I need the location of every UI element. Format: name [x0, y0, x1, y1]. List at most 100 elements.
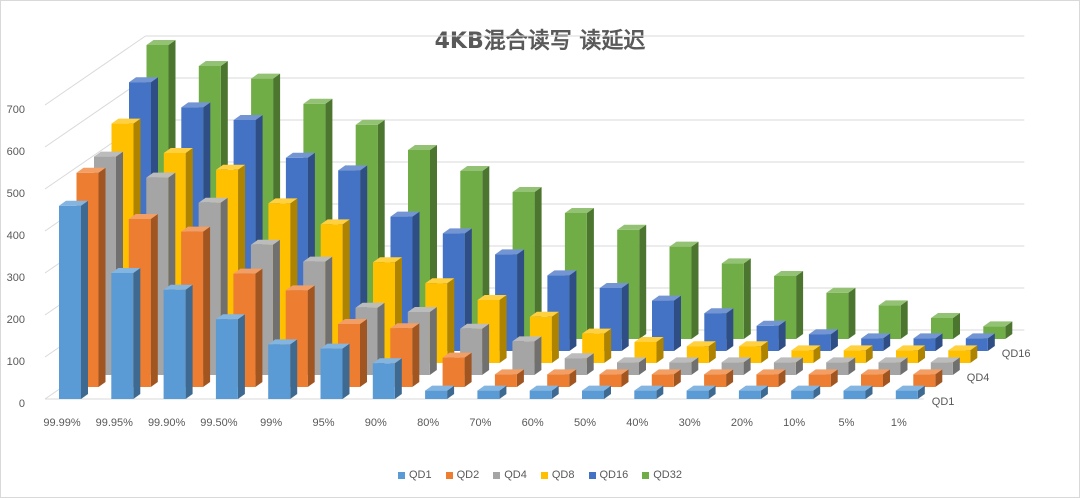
bar-side — [429, 307, 437, 375]
bar-side — [830, 369, 838, 387]
bar-side — [935, 333, 943, 351]
bar-side — [464, 228, 472, 351]
depth-axis-label: QD4 — [967, 372, 990, 384]
x-tick-label: 50% — [574, 417, 596, 429]
bar-top — [425, 385, 455, 391]
y-tick-label: 0 — [19, 398, 25, 410]
bar-top — [948, 345, 978, 351]
bar-qd1 — [791, 390, 814, 399]
bar-side — [865, 385, 873, 399]
bar-top — [111, 118, 141, 124]
bar-top — [529, 385, 559, 391]
bar-side — [482, 323, 490, 375]
bar-top — [215, 314, 245, 320]
bar-top — [617, 224, 647, 230]
bar-qd2 — [704, 374, 727, 387]
x-tick-label: 60% — [522, 417, 544, 429]
bar-qd2 — [494, 374, 517, 387]
bar-top — [739, 341, 769, 347]
bar-top — [564, 208, 594, 213]
gridline-side — [44, 77, 146, 148]
legend-label: QD16 — [599, 469, 629, 481]
chart-title: 4KB混合读写 读延迟 — [434, 29, 646, 54]
bar-top — [913, 369, 943, 375]
x-tick-label: 99.95% — [96, 417, 134, 429]
bar-top — [494, 369, 524, 375]
bar-side — [918, 345, 925, 363]
bar-side — [656, 385, 664, 399]
bar-side — [81, 200, 88, 399]
bar-side — [447, 385, 455, 399]
bar-side — [848, 287, 856, 339]
bar-side — [517, 249, 525, 351]
bar-qd1 — [843, 390, 866, 399]
bar-top — [564, 353, 594, 359]
bar-top — [721, 258, 751, 264]
bar-qd2 — [861, 374, 883, 387]
bar-side — [499, 295, 507, 363]
bar-side — [673, 369, 681, 387]
bar-side — [639, 357, 646, 375]
legend-item: QD8 — [540, 469, 575, 481]
bar-side — [621, 369, 629, 387]
bar-side — [447, 278, 455, 363]
bar-side — [639, 224, 647, 339]
legend-swatch — [642, 471, 650, 479]
bar-top — [983, 321, 1013, 327]
bar-side — [900, 300, 908, 339]
legend-swatch — [445, 471, 453, 479]
bar-top — [285, 152, 315, 158]
bar-top — [843, 385, 873, 391]
bar-side — [534, 187, 542, 339]
legend-item: QD4 — [493, 469, 527, 481]
chart-legend: QD1 QD2 QD4 QD8 QD16 QD32 — [1, 469, 1079, 481]
bar-top — [268, 339, 298, 345]
bar-side — [464, 352, 472, 387]
bar-top — [756, 369, 786, 375]
bar-top — [303, 98, 333, 104]
bar-qd1 — [163, 289, 186, 399]
x-tick-label: 80% — [417, 417, 439, 429]
legend-item: QD16 — [588, 469, 629, 481]
bar-top — [931, 313, 960, 318]
x-tick-label: 70% — [469, 417, 491, 429]
bar-top — [146, 40, 176, 45]
legend-swatch — [588, 471, 596, 479]
legend-item: QD1 — [398, 469, 432, 481]
bar-side — [412, 323, 420, 387]
bar-top — [547, 369, 577, 375]
bar-side — [726, 308, 734, 351]
bar-top — [355, 119, 385, 125]
bar-top — [721, 357, 751, 363]
bar-top — [704, 369, 734, 375]
bar-top — [582, 328, 612, 334]
bar-qd1 — [372, 363, 395, 399]
y-tick-label: 400 — [7, 230, 25, 242]
bar-qd1 — [111, 273, 134, 399]
y-tick-label: 100 — [7, 356, 25, 368]
bar-side — [569, 369, 577, 387]
bar-side — [848, 357, 856, 375]
bar-side — [377, 302, 385, 375]
bar-top — [129, 77, 158, 83]
bar-side — [743, 357, 751, 375]
bar-top — [251, 73, 281, 79]
bar-side — [830, 329, 838, 351]
bar-side — [551, 385, 559, 399]
bar-top — [216, 164, 246, 170]
bar-top — [791, 345, 821, 351]
bar-top — [408, 145, 437, 150]
depth-axis-label: QD1 — [932, 396, 955, 408]
bar-top — [163, 284, 193, 290]
bar-side — [534, 336, 542, 375]
bar-qd1 — [895, 390, 918, 399]
bar-top — [320, 219, 350, 225]
x-tick-label: 95% — [312, 417, 334, 429]
bar-side — [98, 167, 106, 387]
bar-top — [826, 357, 856, 363]
y-tick-label: 500 — [7, 188, 25, 200]
bar-top — [669, 357, 699, 363]
bar-top — [320, 343, 350, 349]
bar-top — [198, 61, 228, 66]
